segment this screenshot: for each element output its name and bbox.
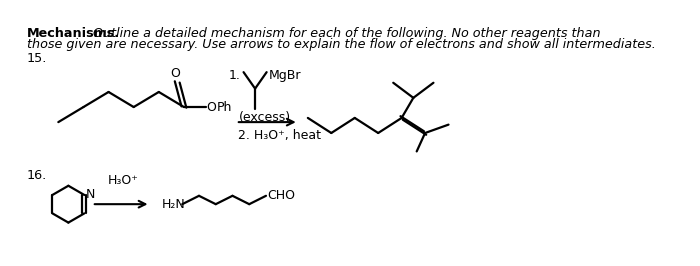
Text: Mechanisms.: Mechanisms. [27,27,120,40]
Text: H₂N: H₂N [162,198,186,211]
Text: 2. H₃O⁺, heat: 2. H₃O⁺, heat [237,129,321,142]
Text: (excess): (excess) [239,111,291,124]
Text: H₃O⁺: H₃O⁺ [107,174,138,186]
Text: N: N [86,189,95,201]
Text: those given are necessary. Use arrows to explain the flow of electrons and show : those given are necessary. Use arrows to… [27,38,655,51]
Text: 15.: 15. [27,52,47,65]
Text: O: O [206,101,216,114]
Text: Ph: Ph [216,101,232,114]
Text: MgBr: MgBr [268,69,301,82]
Text: Outline a detailed mechanism for each of the following. No other reagents than: Outline a detailed mechanism for each of… [90,27,601,40]
Text: 16.: 16. [27,169,47,182]
Text: O: O [171,67,181,80]
Text: CHO: CHO [267,189,295,202]
Text: 1.: 1. [229,69,241,82]
